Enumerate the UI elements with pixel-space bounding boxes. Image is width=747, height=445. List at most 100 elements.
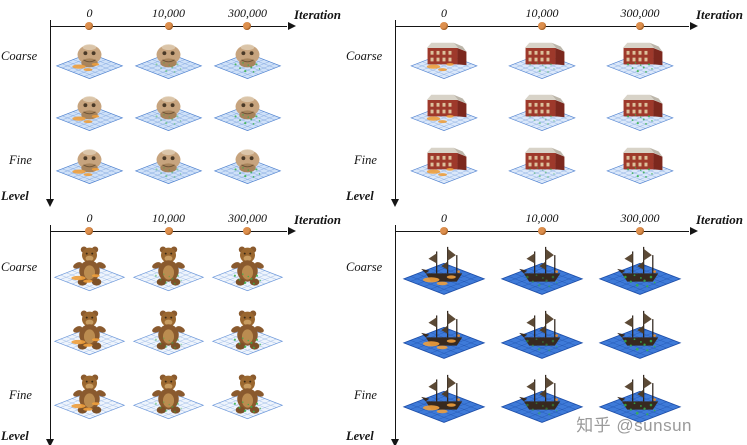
render-bear-mid-iter300k bbox=[208, 299, 287, 363]
level-axis bbox=[390, 225, 399, 445]
render-skull-mid-iter300k bbox=[208, 82, 287, 134]
render-bear-coarse-iter0 bbox=[50, 235, 129, 299]
tick-dot bbox=[538, 227, 546, 236]
render-skull-fine-iter0 bbox=[50, 135, 129, 187]
render-ship-coarse-iter10k bbox=[493, 235, 591, 299]
render-building-fine-iter0 bbox=[395, 135, 493, 187]
render-bear-fine-iter0 bbox=[50, 363, 129, 427]
render-skull-coarse-iter10k bbox=[129, 30, 208, 82]
level-coarse-label: Coarse bbox=[346, 48, 383, 63]
level-coarse-label: Coarse bbox=[1, 48, 38, 63]
panel-skull: 0 10,000 300,000 Iteration Coarse Fine L… bbox=[0, 0, 345, 207]
render-building-coarse-iter300k bbox=[591, 30, 689, 82]
axis-arrow-icon bbox=[45, 439, 54, 445]
axis-arrow-icon bbox=[690, 21, 698, 30]
tick-dot bbox=[85, 227, 94, 236]
render-bear-mid-iter0 bbox=[50, 299, 129, 363]
render-bear-mid-iter10k bbox=[129, 299, 208, 363]
tick-dot bbox=[538, 22, 546, 31]
tick-dot bbox=[439, 22, 448, 31]
watermark: 知乎 @sunsun bbox=[576, 416, 692, 435]
tick-dot bbox=[85, 22, 94, 31]
tick-dot bbox=[164, 22, 173, 31]
axis-arrow-icon bbox=[288, 226, 296, 235]
render-skull-coarse-iter300k bbox=[208, 30, 287, 82]
render-building-coarse-iter10k bbox=[493, 30, 591, 82]
render-grid-building bbox=[395, 30, 689, 187]
axis-arrow-icon bbox=[690, 226, 698, 235]
render-skull-fine-iter300k bbox=[208, 135, 287, 187]
level-fine-label: Fine bbox=[9, 387, 32, 402]
render-ship-coarse-iter300k bbox=[591, 235, 689, 299]
render-ship-mid-iter0 bbox=[395, 299, 493, 363]
render-ship-coarse-iter0 bbox=[395, 235, 493, 299]
axis-arrow-icon bbox=[390, 199, 399, 207]
iteration-tick-0: 0 bbox=[440, 211, 447, 225]
iteration-axis: 0 10,000 300,000 bbox=[395, 6, 698, 31]
iteration-axis-title: Iteration bbox=[696, 212, 743, 227]
render-skull-mid-iter0 bbox=[50, 82, 129, 134]
level-axis bbox=[390, 20, 399, 207]
tick-dot bbox=[635, 22, 644, 31]
render-ship-fine-iter0 bbox=[395, 363, 493, 427]
level-axis bbox=[45, 20, 54, 207]
level-axis-title: Level bbox=[346, 429, 374, 443]
iteration-axis-title: Iteration bbox=[696, 7, 743, 22]
render-bear-coarse-iter10k bbox=[129, 235, 208, 299]
level-fine-label: Fine bbox=[354, 387, 377, 402]
render-building-mid-iter0 bbox=[395, 82, 493, 134]
render-bear-coarse-iter300k bbox=[208, 235, 287, 299]
iteration-tick-300000: 300,000 bbox=[227, 211, 267, 225]
axis-arrow-icon bbox=[288, 21, 296, 30]
iteration-tick-300000: 300,000 bbox=[620, 6, 660, 20]
render-skull-mid-iter10k bbox=[129, 82, 208, 134]
tick-dot bbox=[635, 227, 644, 236]
iteration-tick-0: 0 bbox=[86, 6, 93, 20]
panel-bear: 0 10,000 300,000 Iteration Coarse Fine L… bbox=[0, 205, 345, 445]
iteration-axis: 0 10,000 300,000 bbox=[395, 211, 698, 236]
iteration-tick-10000: 10,000 bbox=[152, 211, 185, 225]
render-skull-fine-iter10k bbox=[129, 135, 208, 187]
iteration-tick-0: 0 bbox=[86, 211, 93, 225]
render-grid-bear bbox=[50, 235, 287, 427]
render-grid-ship bbox=[395, 235, 689, 427]
render-grid-skull bbox=[50, 30, 287, 187]
panel-ship: 0 10,000 300,000 Iteration Coarse Fine L… bbox=[345, 205, 747, 445]
render-ship-mid-iter10k bbox=[493, 299, 591, 363]
iteration-tick-300000: 300,000 bbox=[227, 6, 267, 20]
render-building-mid-iter300k bbox=[591, 82, 689, 134]
level-coarse-label: Coarse bbox=[346, 259, 383, 274]
axis-arrow-icon bbox=[390, 439, 399, 445]
render-building-mid-iter10k bbox=[493, 82, 591, 134]
render-building-fine-iter300k bbox=[591, 135, 689, 187]
level-axis bbox=[45, 225, 54, 445]
tick-dot bbox=[243, 227, 252, 236]
level-axis-title: Level bbox=[1, 429, 29, 443]
render-bear-fine-iter300k bbox=[208, 363, 287, 427]
tick-dot bbox=[243, 22, 252, 31]
iteration-tick-10000: 10,000 bbox=[152, 6, 185, 20]
level-fine-label: Fine bbox=[354, 153, 377, 168]
level-coarse-label: Coarse bbox=[1, 259, 38, 274]
iteration-axis-title: Iteration bbox=[294, 7, 341, 22]
level-fine-label: Fine bbox=[9, 153, 32, 168]
render-ship-mid-iter300k bbox=[591, 299, 689, 363]
iteration-tick-10000: 10,000 bbox=[525, 6, 559, 20]
level-axis-title: Level bbox=[1, 188, 29, 203]
iteration-axis: 0 10,000 300,000 bbox=[50, 6, 296, 31]
render-skull-coarse-iter0 bbox=[50, 30, 129, 82]
iteration-axis-title: Iteration bbox=[294, 212, 341, 227]
render-bear-fine-iter10k bbox=[129, 363, 208, 427]
iteration-tick-0: 0 bbox=[440, 6, 447, 20]
render-building-coarse-iter0 bbox=[395, 30, 493, 82]
iteration-tick-10000: 10,000 bbox=[525, 211, 559, 225]
axis-arrow-icon bbox=[45, 199, 54, 207]
iteration-tick-300000: 300,000 bbox=[620, 211, 660, 225]
panel-building: 0 10,000 300,000 Iteration Coarse Fine L… bbox=[345, 0, 747, 207]
level-axis-title: Level bbox=[346, 188, 374, 203]
iteration-axis: 0 10,000 300,000 bbox=[50, 211, 296, 236]
tick-dot bbox=[439, 227, 448, 236]
tick-dot bbox=[164, 227, 173, 236]
